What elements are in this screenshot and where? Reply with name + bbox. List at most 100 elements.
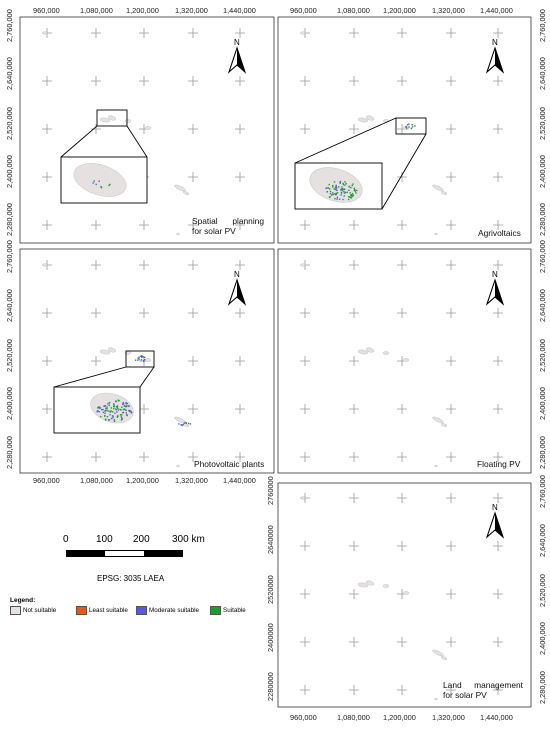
suitability-cell [348, 196, 350, 198]
map-frame-floating-pv: 2,760,000 2,640,000 2,520,000 2,400,000 2,28… [277, 240, 547, 474]
grid-cross [349, 589, 359, 599]
northing-tick-label: 2,520,000 [5, 339, 14, 372]
suitability-cell [405, 125, 407, 128]
grid-cross [188, 172, 198, 182]
panel-title-floating-pv: Floating PV [477, 459, 521, 469]
suitability-cell [128, 405, 130, 407]
easting-tick-label: 1,200,000 [383, 713, 416, 722]
grid-cross [139, 220, 149, 230]
grid-cross [91, 220, 101, 230]
suitability-cell [405, 126, 407, 129]
north-arrow-icon: N [485, 503, 505, 539]
grid-cross [42, 356, 52, 366]
legend-swatch-not-suitable [10, 606, 21, 615]
suitability-cell [131, 411, 133, 414]
suitability-cell [346, 191, 348, 193]
grid-cross [446, 404, 456, 414]
map-panel-photovoltaic-plants: 960,000 1,080,000 1,200,000 1,320,000 1,440,… [0, 240, 275, 485]
grid-cross [42, 220, 52, 230]
island [382, 584, 390, 588]
suitability-cell [122, 408, 124, 411]
suitability-cell [338, 186, 340, 188]
suitability-cell [125, 405, 127, 408]
suitability-cell [351, 184, 353, 187]
suitability-cell [334, 188, 337, 190]
suitability-cell [349, 192, 351, 194]
suitability-cell [106, 410, 108, 412]
island [300, 496, 306, 500]
suitability-cell [332, 192, 334, 194]
island [174, 184, 186, 192]
suitability-cell [115, 408, 117, 411]
suitability-cell [125, 412, 127, 414]
island [176, 232, 180, 236]
map-frame-spatial-planning: 960,000 1,080,000 1,200,000 1,320,000 1,440,… [5, 6, 275, 244]
suitability-cell [355, 192, 357, 194]
island [432, 416, 444, 424]
easting-tick-label: 1,440,000 [223, 476, 256, 485]
northing-tick-label: 2,400,000 [538, 387, 547, 420]
legend-swatch-moderate-suitable [136, 606, 147, 615]
suitability-cell [106, 406, 108, 408]
northing-tick-label-left: 2520000 [266, 575, 275, 604]
suitability-cell [107, 403, 109, 405]
suitability-cell [126, 414, 128, 416]
grid-cross [493, 220, 503, 230]
grid-cross [300, 637, 310, 647]
grid-cross [349, 308, 359, 318]
island [176, 464, 180, 468]
grid-cross [446, 76, 456, 86]
suitability-cell [106, 408, 108, 410]
suitability-cell [334, 198, 336, 200]
suitability-cell [142, 356, 144, 358]
suitability-cell [351, 196, 353, 198]
suitability-cell [100, 186, 103, 189]
inset-source-box [125, 350, 155, 368]
island [42, 263, 48, 267]
suitability-cell [350, 186, 352, 189]
grid-cross [300, 76, 310, 86]
legend-item-least-suitable: Least suitable [76, 606, 128, 615]
northing-tick-label: 2,520,000 [538, 339, 547, 372]
suitability-cell [140, 359, 143, 361]
suitability-cell [99, 407, 102, 409]
grid-cross [397, 541, 407, 551]
suitability-cell [137, 359, 139, 361]
grid-cross [91, 308, 101, 318]
suitability-cell [104, 410, 106, 412]
northing-tick-label: 2,280,000 [538, 671, 547, 704]
suitability-cell [332, 184, 334, 187]
grid-cross [493, 76, 503, 86]
suitability-cell [336, 192, 339, 194]
inset-connector [294, 117, 427, 210]
suitability-cell [342, 182, 344, 185]
grid-cross [300, 685, 310, 695]
northing-tick-label: 2,520,000 [5, 107, 14, 140]
suitability-cell [109, 411, 112, 413]
grid-cross [188, 28, 198, 38]
grid-cross [91, 260, 101, 270]
suitability-cell [123, 408, 126, 410]
suitability-cell [354, 189, 356, 191]
northing-tick-label: 2,760,000 [5, 240, 14, 273]
suitability-cell [331, 194, 333, 196]
grid-cross [397, 220, 407, 230]
grid-cross [397, 685, 407, 695]
grid-cross [493, 452, 503, 462]
island [402, 358, 410, 362]
suitability-cell [344, 184, 346, 186]
suitability-cell [333, 181, 336, 183]
island [365, 115, 375, 121]
suitability-cell [114, 412, 116, 414]
grid-cross [446, 220, 456, 230]
suitability-cell [137, 357, 139, 359]
suitability-cell [111, 411, 114, 413]
grid-cross [349, 541, 359, 551]
island [107, 347, 117, 353]
suitability-cell [342, 198, 344, 201]
suitability-cell [104, 415, 106, 417]
suitability-cell [115, 400, 117, 402]
suitability-cell [110, 417, 113, 420]
northing-tick-label: 2,520,000 [538, 574, 547, 607]
grid-cross [446, 541, 456, 551]
